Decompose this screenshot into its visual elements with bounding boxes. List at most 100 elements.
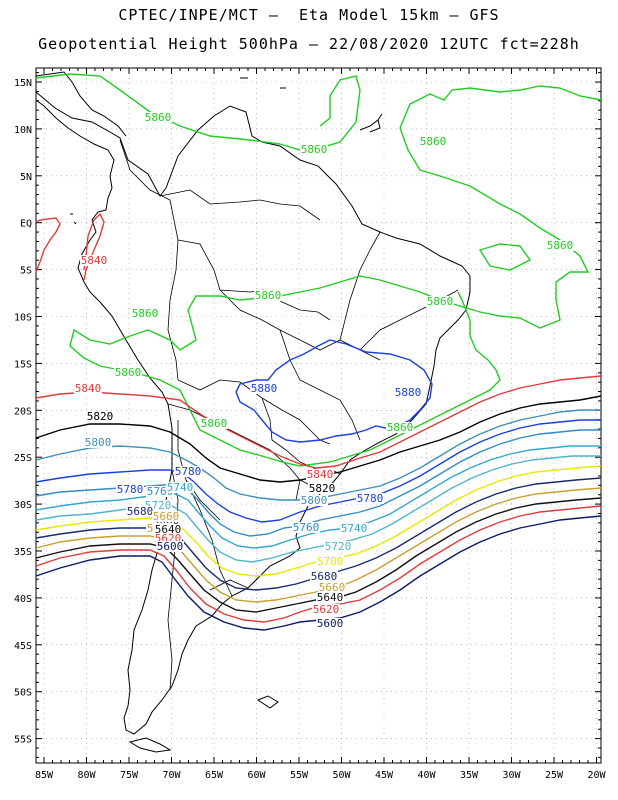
contour-label: 5820 <box>309 482 336 495</box>
contour-label: 5680 <box>311 570 338 583</box>
contour-5860-atlantic <box>478 243 532 271</box>
contour-label: 5780 <box>117 483 144 496</box>
lon-label: 65W <box>205 770 224 781</box>
lon-label: 60W <box>247 770 266 781</box>
contour-label-bg <box>292 522 320 533</box>
contour-label: 5660 <box>153 510 180 523</box>
contour-label-bg <box>80 255 108 266</box>
contour-label-bg <box>419 136 447 147</box>
latitude-labels: 15N 10N 5N EQ 5S 10S 15S 20S 25S 30S 35S 40S 45S 50S 5… <box>14 78 32 746</box>
coastlines <box>35 71 471 753</box>
contour-label-bg <box>114 367 142 378</box>
contour-label: 5860 <box>301 143 328 156</box>
lat-label: 35S <box>14 547 32 558</box>
caribbean-islands <box>240 77 383 133</box>
lat-label: 20S <box>14 406 32 417</box>
contour-label: 5860 <box>427 295 454 308</box>
lat-label: 25S <box>14 453 32 464</box>
lat-label: 45S <box>14 641 32 652</box>
contour-label-bg <box>426 296 454 307</box>
contour-5880 <box>235 339 433 443</box>
contour-label-bg <box>154 533 182 544</box>
contour-label: 5640 <box>317 591 344 604</box>
contour-label-bg <box>316 556 344 567</box>
contour-label: 5840 <box>307 468 334 481</box>
longitude-labels: 85W 80W 75W 70W 65W 60W 55W 50W 45W 40W 35W 30W 25W 2… <box>35 770 607 781</box>
contour-label: 5640 <box>155 523 182 536</box>
contour-label-bg <box>254 290 282 301</box>
lat-label: 10N <box>14 125 32 136</box>
lat-label: 55S <box>14 735 32 746</box>
contour-label: 5740 <box>167 481 194 494</box>
contour-label-bg <box>152 511 180 522</box>
contour-label-bg <box>546 240 574 251</box>
map-frame <box>35 67 602 764</box>
contour-label-bg <box>86 411 114 422</box>
contour-label-bg <box>394 387 422 398</box>
contour-label: 5720 <box>325 540 352 553</box>
contour-label-bg <box>250 383 278 394</box>
grid-lines <box>36 68 601 763</box>
contour-label: 5880 <box>251 382 278 395</box>
contour-label-bg <box>144 112 172 123</box>
contour-labels: 5860 5860 5860 5860 5860 5860 5860 5860 5860 5860… <box>74 111 574 630</box>
contour-label: 5860 <box>132 307 159 320</box>
contour-label-bg <box>84 437 112 448</box>
central-america-coastline <box>35 71 127 137</box>
contour-label-bg <box>316 618 344 629</box>
contour-label: 5600 <box>317 617 344 630</box>
contour-label: 5880 <box>395 386 422 399</box>
contour-label: 5800 <box>85 436 112 449</box>
contour-label-bg <box>310 571 338 582</box>
contour-label: 5760 <box>293 521 320 534</box>
contour-label-bg <box>200 418 228 429</box>
lat-label: 50S <box>14 688 32 699</box>
contour-label-bg <box>308 483 336 494</box>
contour-label-bg <box>174 466 202 477</box>
contour-label: 5860 <box>201 417 228 430</box>
galapagos <box>70 213 77 225</box>
contour-label: 5840 <box>75 382 102 395</box>
contour-label-bg <box>166 482 194 493</box>
contour-label: 5860 <box>115 366 142 379</box>
lon-label: 50W <box>332 770 351 781</box>
contour-label: 5860 <box>145 111 172 124</box>
contour-label-bg <box>300 144 328 155</box>
contour-label-bg <box>131 308 159 319</box>
contour-5840 <box>35 375 602 469</box>
contour-lines <box>35 73 602 631</box>
country-borders <box>119 139 459 691</box>
lon-label: 40W <box>417 770 436 781</box>
lat-label: 5N <box>20 172 32 183</box>
lat-label: 30S <box>14 500 32 511</box>
contour-label-bg <box>144 500 172 511</box>
lat-label: EQ <box>20 219 32 230</box>
tierra-del-fuego <box>128 737 172 753</box>
lat-label: 15S <box>14 359 32 370</box>
lon-label: 80W <box>77 770 96 781</box>
contour-label-bg <box>318 582 346 593</box>
contour-label-bg <box>156 541 184 552</box>
lat-label: 10S <box>14 313 32 324</box>
contour-label-bg <box>300 495 328 506</box>
contour-label: 5800 <box>301 494 328 507</box>
map-title-line-2: Geopotential Height 500hPa – 22/08/2020 … <box>38 35 580 53</box>
map-title-line-1: CPTEC/INPE/MCT – Eta Model 15km – GFS <box>118 6 500 24</box>
contour-label: 5680 <box>127 505 154 518</box>
lon-label: 25W <box>545 770 564 781</box>
lat-label: 40S <box>14 594 32 605</box>
contour-label: 5700 <box>317 555 344 568</box>
contour-label: 5840 <box>81 254 108 267</box>
contour-label-bg <box>154 524 182 535</box>
contour-5780 <box>35 419 601 523</box>
contour-label: 5860 <box>420 135 447 148</box>
contour-label-bg <box>74 383 102 394</box>
contour-5860-east <box>69 127 590 467</box>
contour-label-bg <box>312 604 340 615</box>
lon-label: 20W <box>587 770 606 781</box>
lat-label: 5S <box>20 266 32 277</box>
lon-label: 70W <box>162 770 181 781</box>
south-america-coastline <box>35 91 471 735</box>
contour-label: 5780 <box>175 465 202 478</box>
